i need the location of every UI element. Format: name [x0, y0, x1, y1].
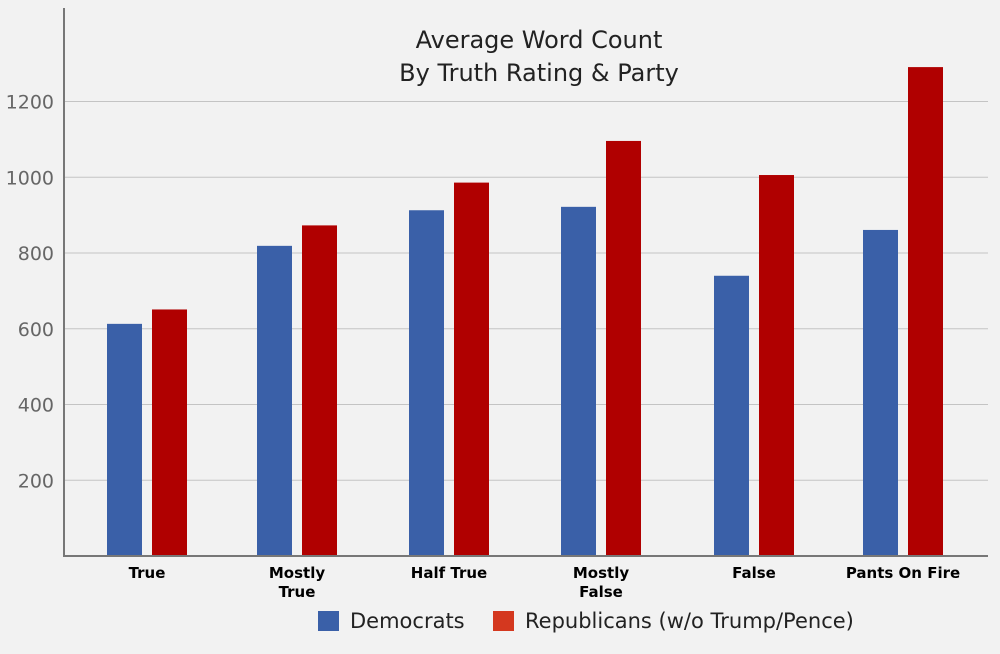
bar-republicans — [606, 140, 641, 556]
x-category-label: Mostly — [269, 564, 325, 582]
bar-democrats — [714, 275, 749, 556]
axes — [63, 8, 988, 557]
legend-label: Democrats — [350, 609, 465, 633]
bar-democrats — [863, 229, 898, 556]
y-tick-label: 200 — [18, 470, 54, 492]
bar-republicans — [759, 175, 794, 556]
chart-title: Average Word Count By Truth Rating & Part… — [399, 26, 679, 87]
y-tick-label: 400 — [18, 395, 54, 417]
y-tick-label: 800 — [18, 243, 54, 265]
y-tick-label: 600 — [18, 319, 54, 341]
gridlines — [64, 101, 988, 481]
legend-swatch — [493, 611, 514, 631]
chart-title-line: Average Word Count — [416, 26, 663, 54]
x-category-label: Pants On Fire — [846, 564, 960, 582]
y-axis-tick-labels: 200 400 600 800 1000 1200 — [6, 92, 54, 493]
x-category-label: True — [279, 583, 316, 601]
bar-republicans — [302, 225, 337, 556]
bar-democrats — [257, 245, 292, 556]
legend-swatch — [318, 611, 339, 631]
bar-democrats — [561, 206, 596, 556]
x-category-label: False — [579, 583, 623, 601]
y-tick-label: 1000 — [6, 167, 54, 189]
bar-republicans — [454, 182, 489, 556]
bar-republicans — [908, 67, 943, 556]
x-category-label: True — [129, 564, 166, 582]
bar-democrats — [409, 210, 444, 557]
legend: Democrats Republicans (w/o Trump/Pence) — [318, 609, 854, 633]
x-category-label: Mostly — [573, 564, 629, 582]
bar-republicans — [152, 309, 187, 556]
bar-democrats — [107, 323, 142, 556]
x-category-label: False — [732, 564, 776, 582]
y-tick-label: 1200 — [6, 92, 54, 114]
x-category-label: Half True — [411, 564, 487, 582]
chart-title-line: By Truth Rating & Party — [399, 59, 679, 87]
bars — [107, 67, 943, 557]
legend-label: Republicans (w/o Trump/Pence) — [525, 609, 854, 633]
